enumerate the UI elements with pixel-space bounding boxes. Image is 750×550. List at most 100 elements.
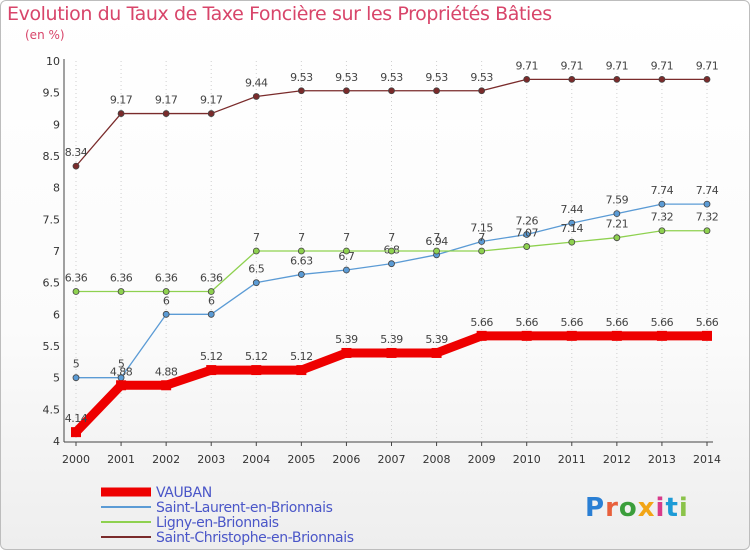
data-label-saint-christophe-en-brionnais: 9.71: [651, 59, 674, 72]
data-point-saint-christophe-en-brionnais: [568, 75, 576, 83]
data-label-saint-laurent-en-brionnais: 6: [163, 294, 170, 307]
data-point-saint-laurent-en-brionnais: [523, 231, 531, 238]
data-label-saint-christophe-en-brionnais: 9.17: [110, 94, 133, 107]
x-tick-label: 2006: [332, 453, 360, 466]
data-point-saint-laurent-en-brionnais: [207, 310, 215, 318]
data-label-ligny-en-brionnais: 7.14: [561, 222, 584, 235]
y-tick-label: 6.5: [43, 277, 61, 290]
data-label-saint-christophe-en-brionnais: 8.34: [65, 146, 88, 159]
data-point-saint-laurent-en-brionnais: [343, 266, 350, 274]
data-label-saint-christophe-en-brionnais: 9.17: [155, 94, 178, 107]
data-point-ligny-en-brionnais: [297, 247, 305, 255]
y-tick-label: 6: [53, 308, 60, 321]
x-tick-label: 2001: [107, 453, 135, 466]
data-label-vauban: 5.12: [245, 350, 268, 363]
data-point-ligny-en-brionnais: [568, 238, 576, 246]
x-tick-label: 2013: [648, 453, 676, 466]
y-tick-label: 7: [53, 245, 60, 258]
y-tick-label: 8.5: [43, 150, 61, 163]
data-label-ligny-en-brionnais: 6.36: [65, 272, 88, 285]
data-point-ligny-en-brionnais: [388, 247, 395, 255]
data-label-ligny-en-brionnais: 7: [478, 231, 485, 244]
legend-label-saint-laurent-en-brionnais: Saint-Laurent-en-Brionnais: [156, 500, 333, 516]
data-point-saint-laurent-en-brionnais: [613, 210, 621, 218]
data-point-ligny-en-brionnais: [478, 247, 486, 255]
data-point-ligny-en-brionnais: [117, 288, 125, 295]
data-point-saint-christophe-en-brionnais: [117, 110, 125, 117]
data-label-saint-christophe-en-brionnais: 9.71: [515, 59, 538, 72]
legend-label-ligny-en-brionnais: Ligny-en-Brionnais: [156, 515, 279, 531]
data-point-vauban: [431, 347, 442, 358]
legend-label-saint-christophe-en-brionnais: Saint-Christophe-en-Brionnais: [156, 530, 354, 546]
data-point-saint-laurent-en-brionnais: [388, 260, 395, 268]
data-label-saint-laurent-en-brionnais: 6.94: [425, 235, 448, 248]
data-point-ligny-en-brionnais: [433, 247, 440, 255]
x-tick-label: 2000: [62, 453, 90, 466]
data-point-saint-christophe-en-brionnais: [523, 75, 531, 83]
data-label-ligny-en-brionnais: 7: [343, 231, 350, 244]
data-label-ligny-en-brionnais: 7.21: [606, 218, 629, 231]
y-tick-label: 5.5: [43, 340, 61, 353]
data-point-vauban: [116, 380, 127, 391]
data-point-ligny-en-brionnais: [72, 288, 80, 295]
data-label-vauban: 5.66: [606, 316, 629, 329]
data-point-vauban: [296, 365, 307, 376]
data-label-vauban: 5.66: [651, 316, 674, 329]
data-label-saint-laurent-en-brionnais: 6: [208, 294, 215, 307]
data-label-saint-laurent-en-brionnais: 5: [118, 358, 125, 371]
y-tick-label: 8: [53, 182, 60, 195]
data-label-saint-christophe-en-brionnais: 9.53: [470, 71, 493, 84]
data-label-ligny-en-brionnais: 7: [298, 231, 305, 244]
data-label-vauban: 5.66: [696, 316, 719, 329]
data-point-saint-laurent-en-brionnais: [568, 219, 576, 227]
x-tick-label: 2005: [287, 453, 315, 466]
data-point-saint-laurent-en-brionnais: [703, 200, 711, 208]
data-point-saint-christophe-en-brionnais: [252, 93, 260, 100]
data-point-saint-laurent-en-brionnais: [252, 279, 260, 287]
data-label-vauban: 4.14: [65, 412, 88, 425]
data-point-ligny-en-brionnais: [343, 247, 350, 255]
data-point-vauban: [206, 365, 217, 376]
data-point-saint-christophe-en-brionnais: [658, 75, 666, 83]
data-label-saint-laurent-en-brionnais: 5: [73, 358, 80, 371]
data-label-saint-laurent-en-brionnais: 6.63: [290, 254, 313, 267]
data-point-saint-laurent-en-brionnais: [72, 374, 80, 382]
data-point-ligny-en-brionnais: [162, 288, 170, 295]
data-point-saint-laurent-en-brionnais: [478, 238, 486, 245]
data-label-ligny-en-brionnais: 7.07: [515, 227, 538, 240]
data-point-ligny-en-brionnais: [523, 243, 531, 250]
data-label-saint-laurent-en-brionnais: 7.74: [651, 184, 674, 197]
data-point-saint-christophe-en-brionnais: [613, 75, 621, 83]
data-point-vauban: [566, 330, 577, 341]
data-point-vauban: [251, 365, 262, 376]
data-label-vauban: 4.88: [110, 365, 133, 378]
data-label-saint-christophe-en-brionnais: 9.53: [290, 71, 313, 84]
data-point-vauban: [521, 330, 532, 341]
data-point-ligny-en-brionnais: [703, 227, 711, 235]
x-tick-label: 2010: [513, 453, 541, 466]
y-tick-label: 4: [53, 435, 60, 448]
data-point-saint-christophe-en-brionnais: [207, 110, 215, 117]
data-label-vauban: 5.66: [470, 316, 493, 329]
y-tick-label: 7.5: [43, 213, 61, 226]
data-point-saint-laurent-en-brionnais: [297, 271, 305, 278]
data-label-ligny-en-brionnais: 6.36: [110, 272, 133, 285]
data-label-saint-christophe-en-brionnais: 9.71: [561, 59, 584, 72]
data-label-saint-christophe-en-brionnais: 9.71: [696, 59, 719, 72]
data-point-ligny-en-brionnais: [658, 227, 666, 235]
data-point-vauban: [702, 330, 712, 341]
data-label-vauban: 5.66: [515, 316, 538, 329]
data-point-saint-christophe-en-brionnais: [72, 162, 80, 170]
data-point-ligny-en-brionnais: [252, 247, 260, 255]
chart-subtitle: (en %): [25, 28, 65, 42]
logo-letter: t: [665, 493, 679, 523]
data-point-vauban: [476, 330, 487, 341]
x-tick-label: 2014: [693, 453, 721, 466]
data-label-saint-laurent-en-brionnais: 7.44: [561, 203, 584, 216]
data-label-vauban: 5.39: [425, 333, 448, 346]
x-tick-label: 2011: [558, 453, 586, 466]
logo-letter: o: [618, 493, 638, 523]
data-point-vauban: [341, 347, 352, 358]
logo-letter: x: [637, 493, 656, 523]
